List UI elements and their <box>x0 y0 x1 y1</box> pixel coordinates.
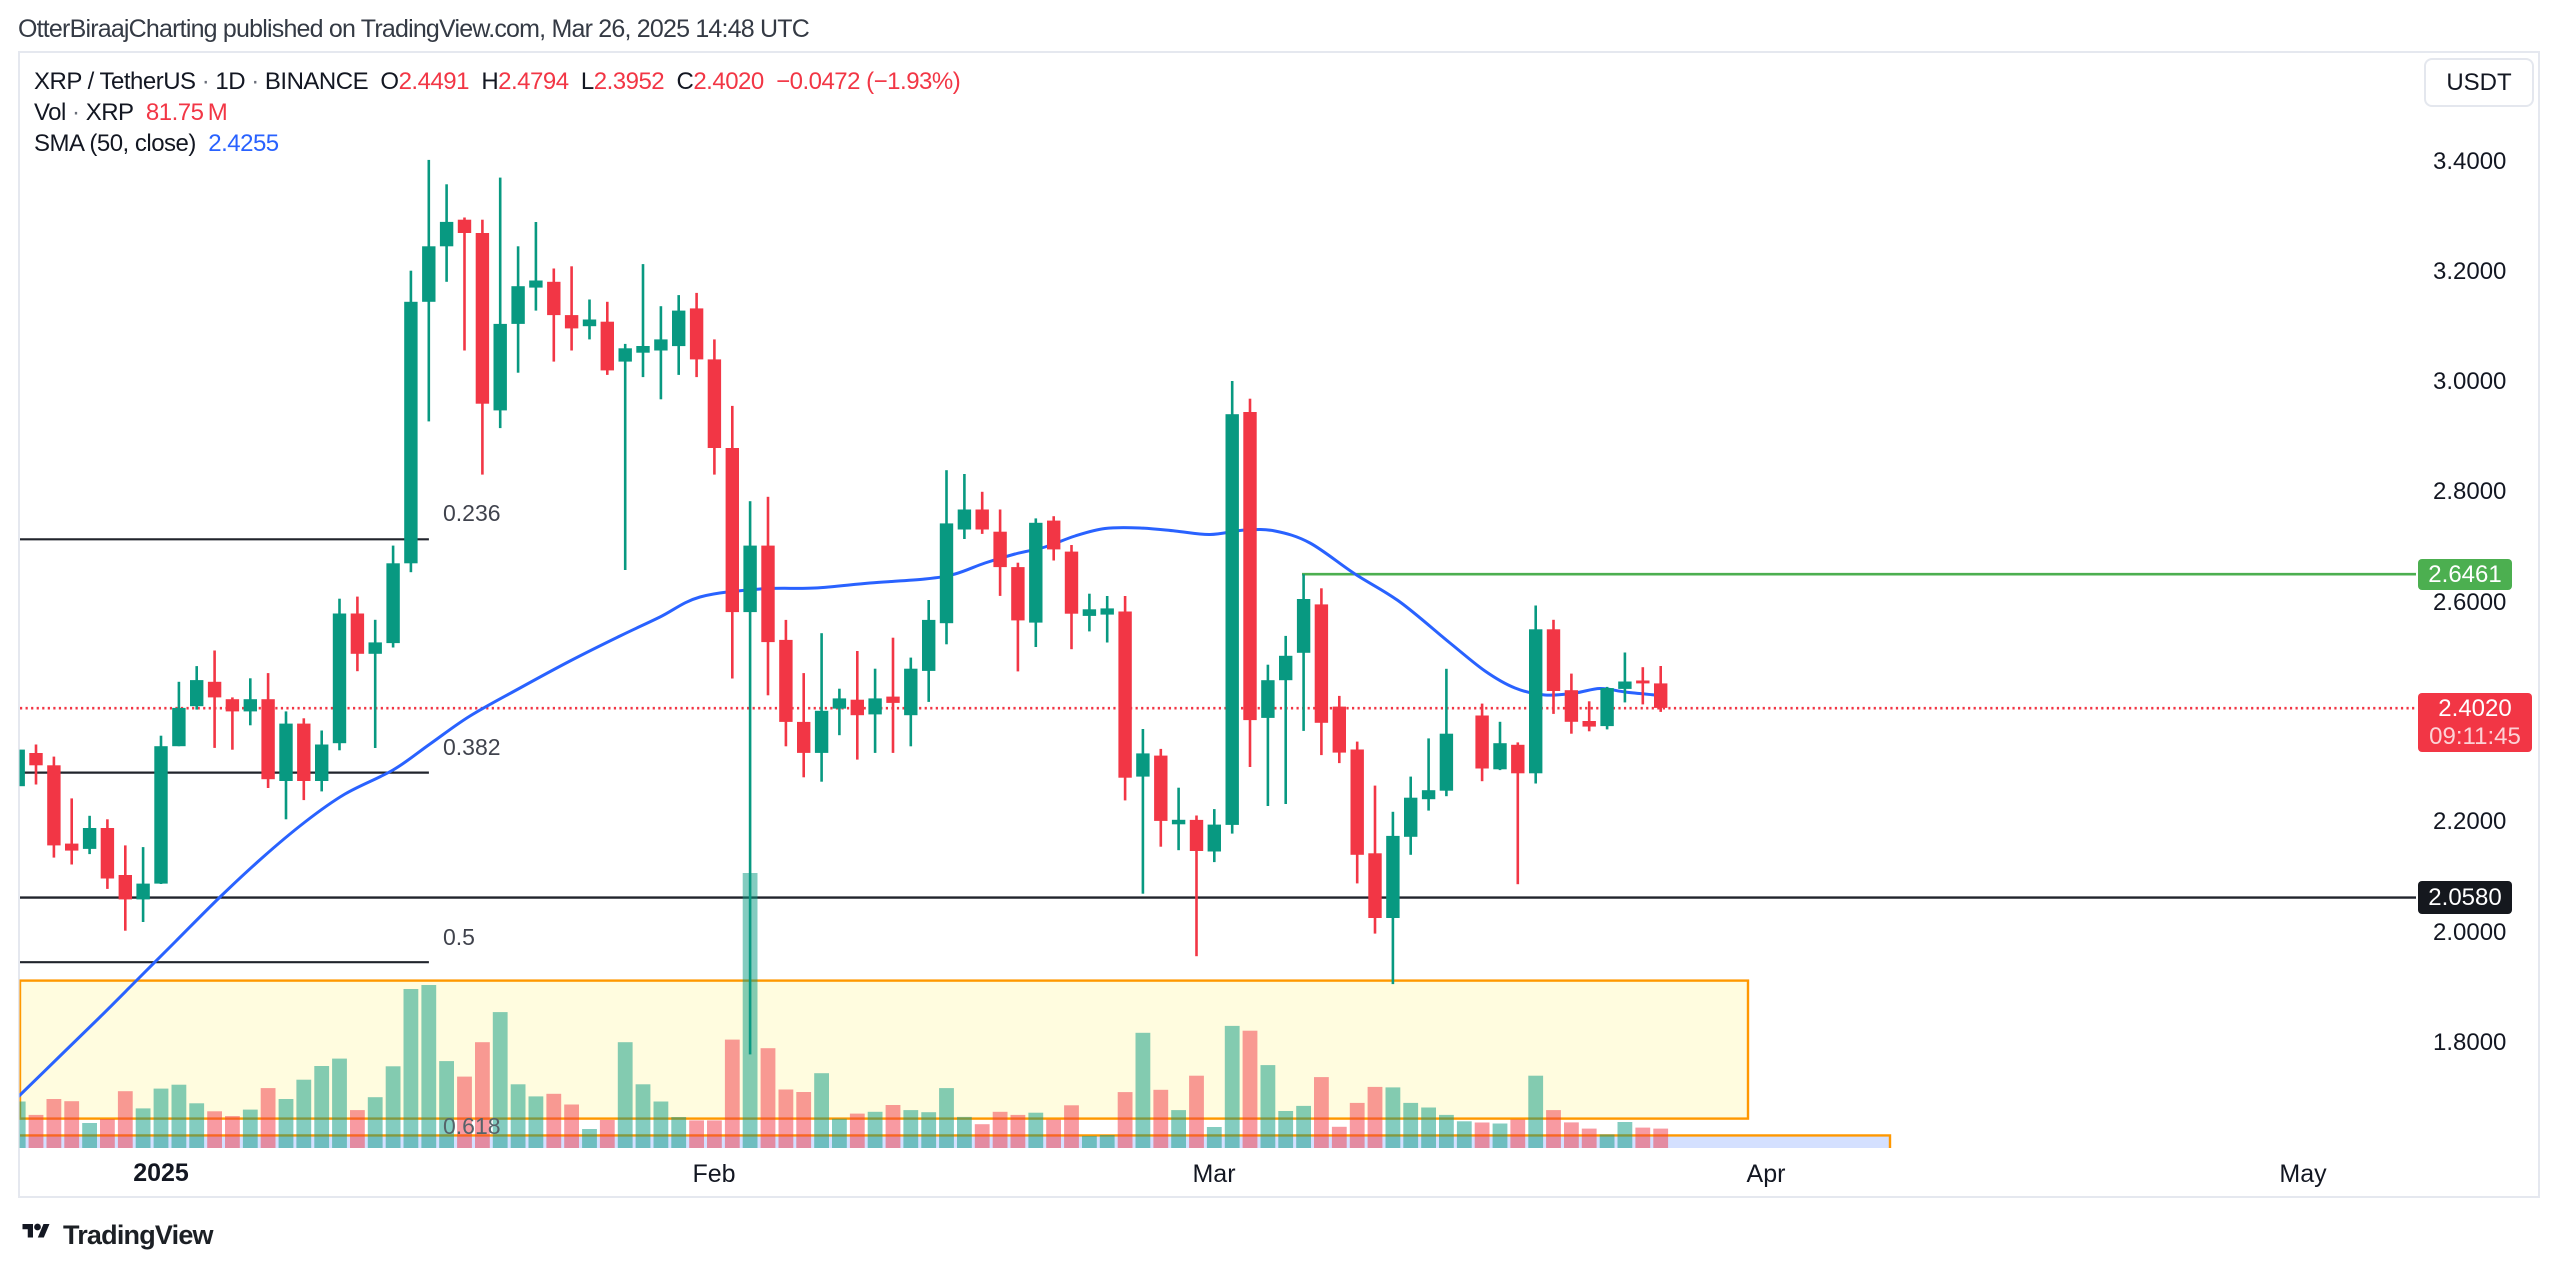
svg-text:0.5: 0.5 <box>443 924 475 950</box>
svg-text:0.236: 0.236 <box>443 500 501 526</box>
svg-text:0.618: 0.618 <box>443 1113 501 1139</box>
svg-text:0.382: 0.382 <box>443 734 501 760</box>
